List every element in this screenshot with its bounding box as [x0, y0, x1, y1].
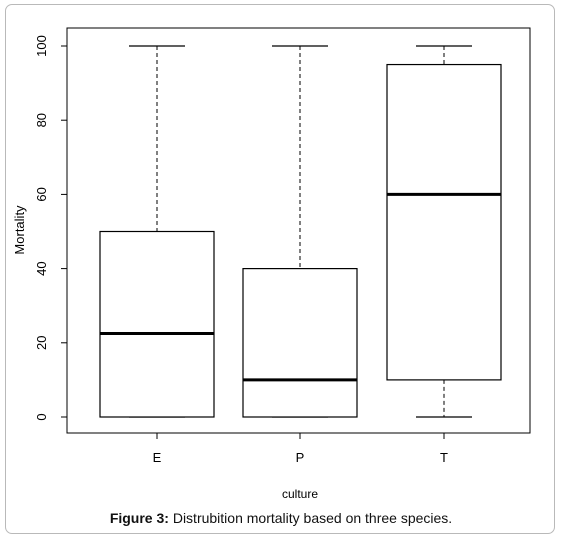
caption-label: Figure 3: — [109, 510, 169, 526]
x-tick-label: T — [440, 450, 448, 465]
x-tick-label: E — [153, 450, 162, 465]
plot-border — [66, 27, 531, 434]
y-tick-label: 40 — [34, 261, 49, 275]
y-axis-label: Mortality — [12, 205, 27, 255]
box-P — [242, 268, 358, 418]
y-tick-label: 100 — [34, 35, 49, 57]
x-tick-label: P — [296, 450, 305, 465]
y-tick-label: 0 — [34, 413, 49, 420]
x-axis-label: culture — [282, 487, 318, 501]
y-tick-label: 60 — [34, 187, 49, 201]
y-tick-label: 80 — [34, 113, 49, 127]
box-E — [99, 230, 215, 418]
figure-caption: Figure 3: Distrubition mortality based o… — [0, 510, 562, 526]
caption-text: Distrubition mortality based on three sp… — [168, 510, 453, 526]
box-T — [386, 63, 502, 381]
y-tick-label: 20 — [34, 336, 49, 350]
